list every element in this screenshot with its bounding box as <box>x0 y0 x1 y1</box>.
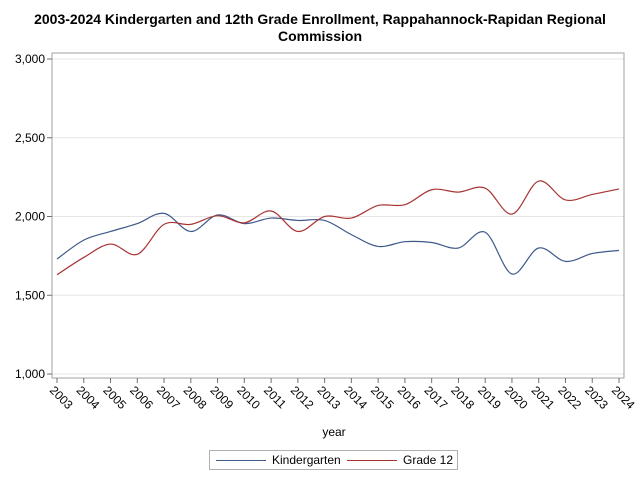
x-tick-label: 2019 <box>475 383 504 412</box>
legend-swatch-grade-12 <box>347 459 397 461</box>
x-tick-label: 2024 <box>609 383 638 412</box>
x-tick-label: 2013 <box>314 383 343 412</box>
x-tick-label: 2020 <box>502 383 531 412</box>
legend-item-kindergarten: Kindergarten <box>216 453 341 467</box>
x-tick-label: 2016 <box>395 383 424 412</box>
x-tick-label: 2008 <box>181 383 210 412</box>
y-axis: 1,000 1,500 2,000 2,500 3,000 <box>15 52 52 381</box>
x-axis: 2003200420052006200720082009201020112012… <box>47 378 638 412</box>
x-tick-label: 2009 <box>207 383 236 412</box>
legend-label-kindergarten: Kindergarten <box>272 453 341 467</box>
x-tick-label: 2022 <box>555 383 584 412</box>
x-tick-label: 2023 <box>582 383 611 412</box>
chart-title: 2003-2024 Kindergarten and 12th Grade En… <box>0 11 640 45</box>
y-tick-label: 1,500 <box>15 288 45 302</box>
series-line-grade-12 <box>56 180 620 276</box>
x-tick-label: 2003 <box>47 383 76 412</box>
series-lines <box>56 180 620 276</box>
x-tick-label: 2004 <box>74 383 103 412</box>
x-tick-label: 2021 <box>529 383 558 412</box>
x-tick-label: 2012 <box>288 383 317 412</box>
x-tick-label: 2018 <box>448 383 477 412</box>
x-tick-label: 2011 <box>261 383 289 411</box>
y-tick-label: 2,500 <box>15 131 45 145</box>
y-tick-label: 3,000 <box>15 52 45 66</box>
grid-lines <box>52 58 624 375</box>
y-tick-label: 1,000 <box>15 367 45 381</box>
x-tick-label: 2006 <box>127 383 156 412</box>
legend: Kindergarten Grade 12 <box>209 450 458 470</box>
chart-title-line-1: 2003-2024 Kindergarten and 12th Grade En… <box>34 11 606 27</box>
x-tick-label: 2007 <box>154 383 183 412</box>
x-axis-label: year <box>322 425 345 439</box>
legend-item-grade-12: Grade 12 <box>347 453 453 467</box>
chart-title-line-2: Commission <box>277 28 362 44</box>
y-tick-label: 2,000 <box>15 210 45 224</box>
legend-swatch-kindergarten <box>216 459 266 461</box>
plot-frame <box>51 52 625 379</box>
x-tick-label: 2005 <box>100 383 129 412</box>
legend-label-grade-12: Grade 12 <box>403 453 454 467</box>
x-tick-label: 2017 <box>422 383 451 412</box>
x-tick-label: 2015 <box>368 383 397 412</box>
x-tick-label: 2014 <box>341 383 370 412</box>
x-tick-label: 2010 <box>234 383 263 412</box>
series-line-kindergarten <box>56 212 620 275</box>
